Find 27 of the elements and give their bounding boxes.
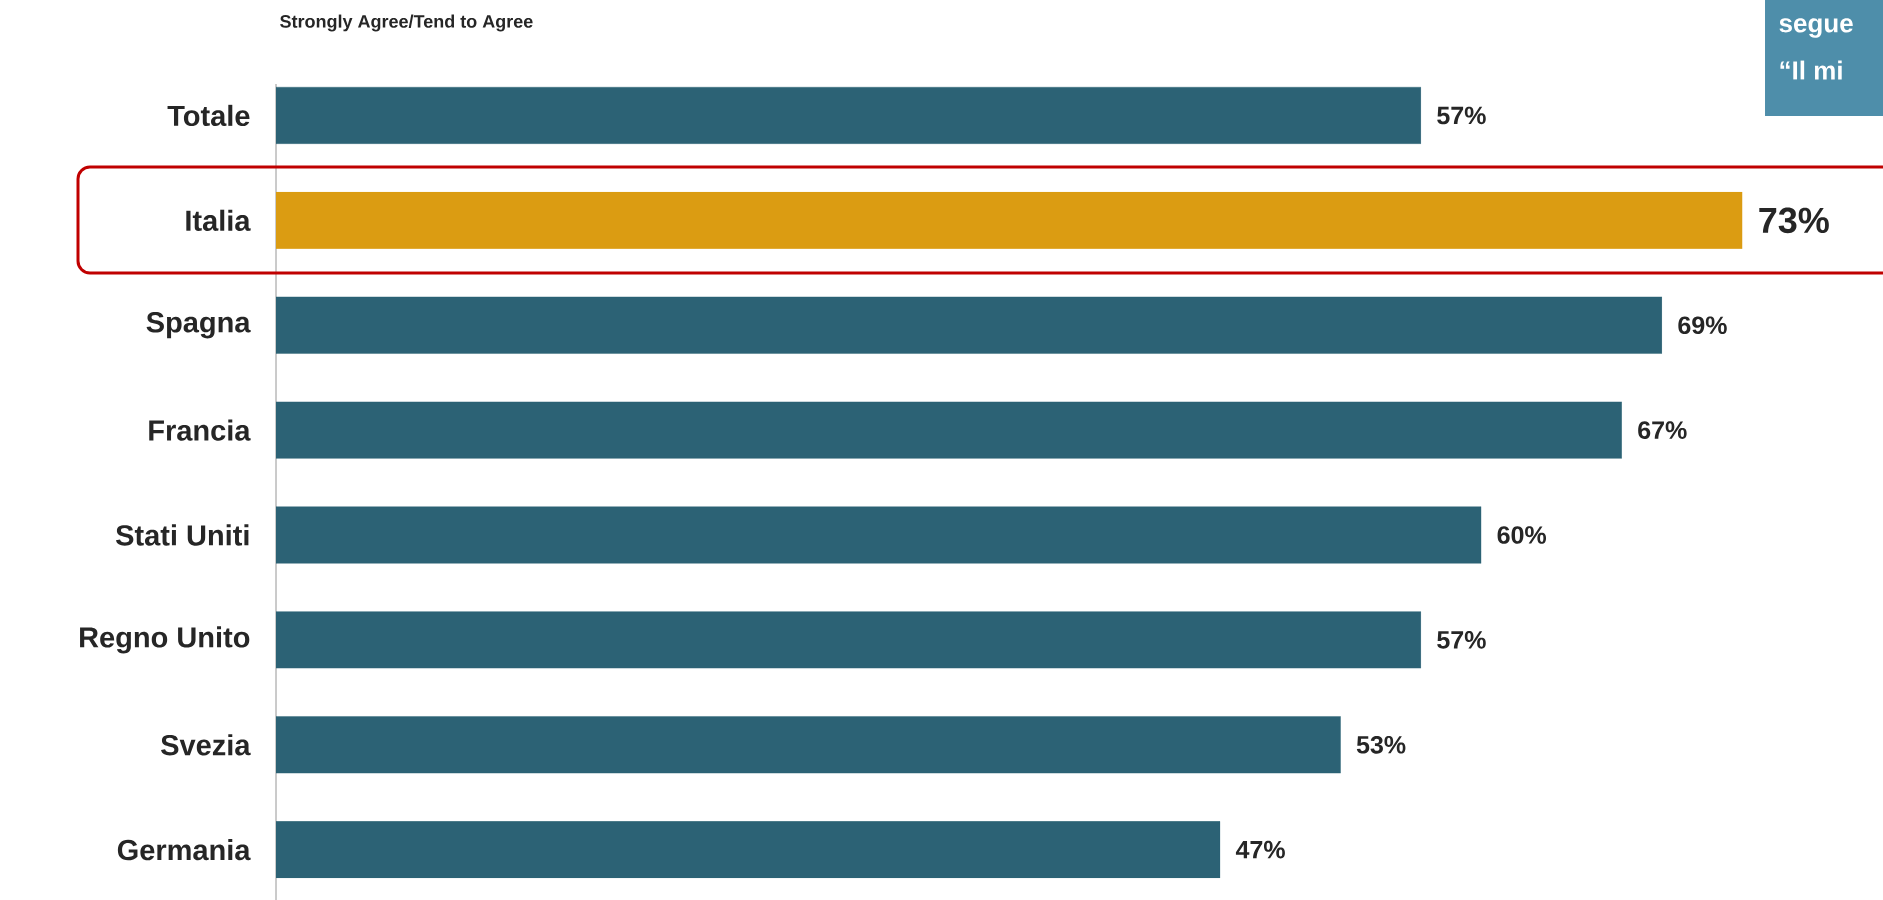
data-label: 60% [1497,526,1547,544]
bar [276,296,1663,354]
data-label: 47% [1235,840,1285,859]
data-label: 57% [1437,106,1486,125]
data-label: 73% [1759,207,1829,234]
data-label: 67% [1638,421,1687,439]
y-tick-label: Svezia [161,734,251,756]
y-tick-label: Spagna [146,312,251,339]
y-tick-label: Totale [167,104,250,127]
y-tick-label: Francia [149,419,251,441]
text: “Il mi [1780,60,1842,80]
bar [276,821,1221,879]
text: segue [1779,18,1853,38]
y-tick-label: Italia [186,209,251,231]
y-tick-label: Stati Uniti [115,524,249,546]
data-label: 69% [1678,316,1727,335]
bar [276,86,1422,144]
bar [276,401,1622,459]
bar [276,611,1422,669]
bar [276,191,1743,249]
data-label: 53% [1356,735,1406,754]
y-tick-label: Regno Unito [80,626,250,654]
bar [276,506,1482,564]
chart-title: Strongly Agree/Tend to Agree [280,14,533,32]
data-label: 57% [1437,631,1486,649]
bar [276,716,1341,774]
y-tick-label: Germania [117,839,251,861]
